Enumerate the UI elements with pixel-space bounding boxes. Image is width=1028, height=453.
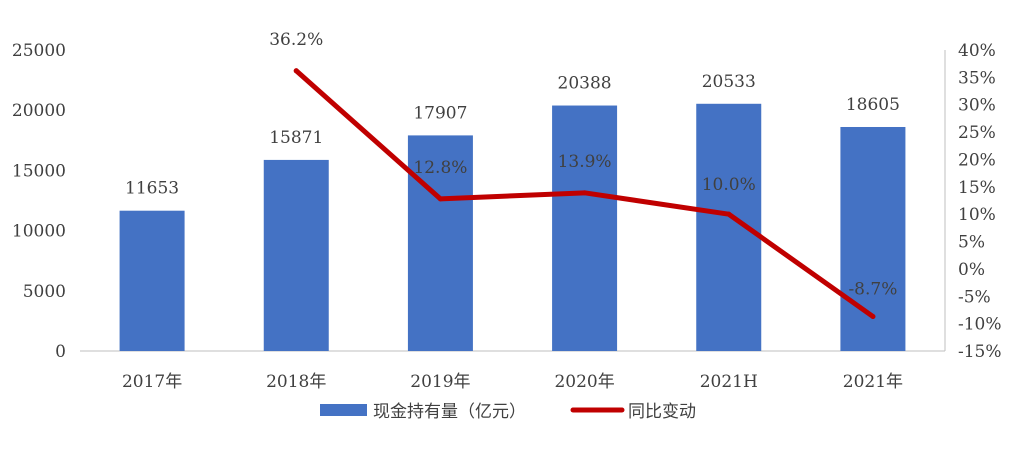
y-right-tick-label: 40% <box>958 41 996 61</box>
y-right-tick-label: 30% <box>958 96 996 116</box>
legend-swatch-bars <box>320 404 367 416</box>
line-point <box>437 196 443 202</box>
line-data-label: -8.7% <box>848 280 897 300</box>
y-left-tick-label: 10000 <box>12 222 66 242</box>
line-data-label: 12.8% <box>413 158 467 178</box>
line-data-label: 36.2% <box>269 30 323 50</box>
bar <box>119 210 185 351</box>
x-tick-label: 2017年 <box>122 372 182 392</box>
y-right-tick-label: 5% <box>958 233 985 253</box>
y-left-tick-label: 15000 <box>12 161 66 181</box>
y-right-tick-label: 20% <box>958 150 996 170</box>
bar <box>552 105 618 352</box>
y-right-tick-label: -15% <box>958 342 1002 362</box>
y-left-tick-label: 0 <box>55 342 66 362</box>
bar <box>407 135 473 351</box>
bar <box>263 159 329 351</box>
bar-data-label: 18605 <box>846 95 900 115</box>
x-tick-label: 2021年 <box>843 372 903 392</box>
bar-data-label: 15871 <box>269 128 323 148</box>
y-left-tick-label: 5000 <box>23 282 66 302</box>
bar-data-label: 20388 <box>558 74 612 94</box>
x-tick-label: 2019年 <box>410 372 470 392</box>
x-tick-label: 2021H <box>700 372 758 392</box>
y-left-tick-label: 20000 <box>12 101 66 121</box>
y-right-tick-label: -10% <box>958 315 1002 335</box>
legend-label-bars: 现金持有量（亿元） <box>373 402 526 422</box>
y-right-tick-label: 10% <box>958 205 996 225</box>
bar-data-label: 17907 <box>413 103 467 123</box>
y-right-tick-label: -5% <box>958 287 991 307</box>
y-left-tick-label: 25000 <box>12 41 66 61</box>
line-data-label: 13.9% <box>558 152 612 172</box>
y-right-tick-label: 25% <box>958 123 996 143</box>
x-tick-label: 2020年 <box>554 372 614 392</box>
x-tick-label: 2018年 <box>266 372 326 392</box>
line-point <box>582 190 588 196</box>
line-data-label: 10.0% <box>702 175 756 195</box>
y-right-tick-label: 35% <box>958 68 996 88</box>
legend-label-line: 同比变动 <box>628 402 696 422</box>
y-right-tick-label: 0% <box>958 260 985 280</box>
line-point <box>870 314 876 320</box>
y-right-tick-label: 15% <box>958 178 996 198</box>
line-point <box>293 68 299 74</box>
bar-data-label: 11653 <box>125 179 179 199</box>
line-point <box>726 211 732 217</box>
bar-data-label: 20533 <box>702 72 756 92</box>
